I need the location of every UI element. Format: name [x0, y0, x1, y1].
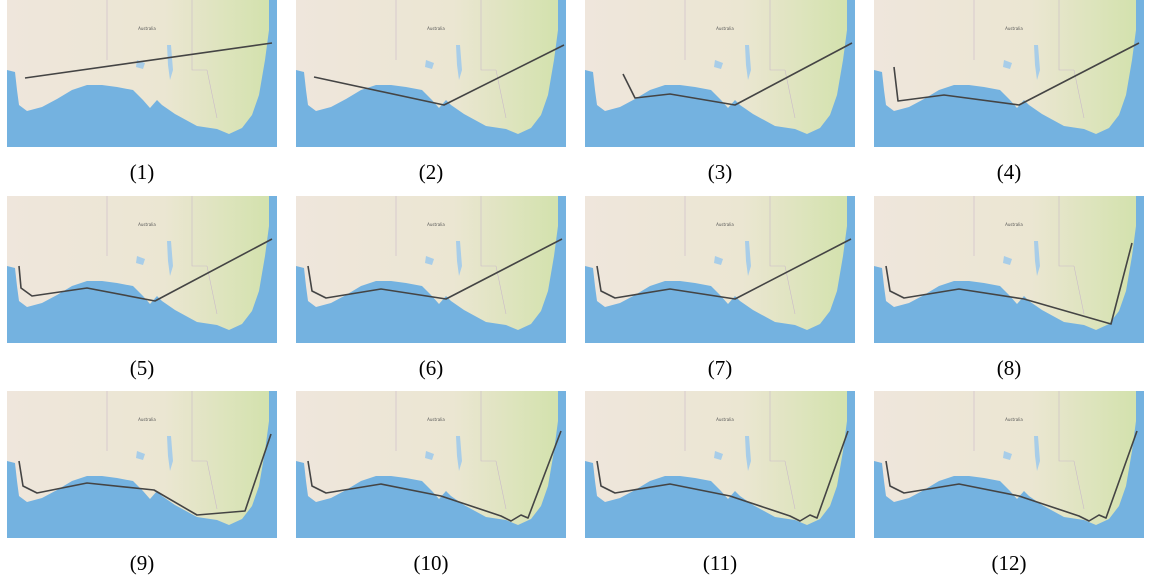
- caption: (2): [419, 160, 444, 184]
- map-label: Australia: [427, 417, 445, 422]
- caption: (12): [992, 551, 1027, 575]
- figure: Australia (1) Australia (2) Australia (3) Aust…: [0, 0, 1156, 583]
- map-label: Australia: [1005, 26, 1023, 31]
- caption: (6): [419, 356, 444, 380]
- caption: (10): [414, 551, 449, 575]
- map-label: Australia: [716, 417, 734, 422]
- map-panel: Australia: [874, 0, 1144, 147]
- map-label: Australia: [716, 26, 734, 31]
- map-label: Australia: [1005, 222, 1023, 227]
- caption: (3): [708, 160, 733, 184]
- map-label: Australia: [138, 222, 156, 227]
- map-label: Australia: [427, 222, 445, 227]
- map-panel: Australia: [7, 0, 277, 147]
- caption: (4): [997, 160, 1022, 184]
- map-panel: Australia: [585, 196, 855, 343]
- map-label: Australia: [427, 26, 445, 31]
- caption: (5): [130, 356, 155, 380]
- caption: (9): [130, 551, 155, 575]
- map-label: Australia: [716, 222, 734, 227]
- caption: (1): [130, 160, 155, 184]
- map-panel: Australia: [874, 196, 1144, 343]
- map-panel: Australia: [585, 0, 855, 147]
- map-panel: Australia: [585, 391, 855, 538]
- caption: (7): [708, 356, 733, 380]
- map-panel: Australia: [7, 196, 277, 343]
- map-label: Australia: [138, 26, 156, 31]
- map-label: Australia: [1005, 417, 1023, 422]
- caption: (8): [997, 356, 1022, 380]
- caption: (11): [703, 551, 737, 575]
- map-panel: Australia: [296, 391, 566, 538]
- map-panel: Australia: [7, 391, 277, 538]
- map-label: Australia: [138, 417, 156, 422]
- page: Australia (1) Australia (2) Australia (3) Aust…: [0, 0, 1156, 583]
- map-panel: Australia: [296, 196, 566, 343]
- map-panel: Australia: [296, 0, 566, 147]
- map-panel: Australia: [874, 391, 1144, 538]
